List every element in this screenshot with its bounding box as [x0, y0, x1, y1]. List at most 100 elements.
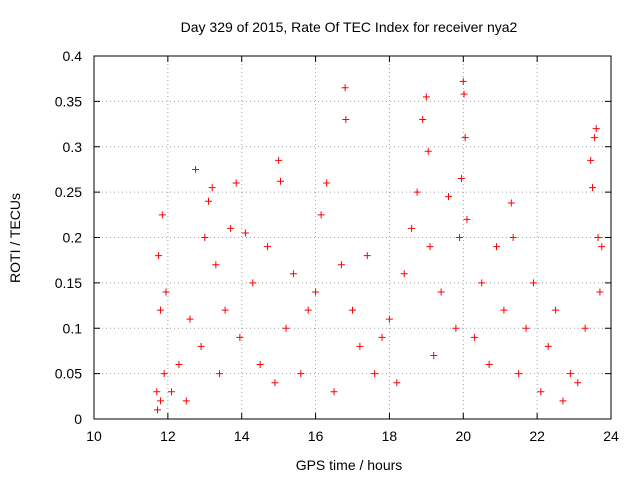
data-point	[264, 243, 272, 251]
data-point	[596, 288, 604, 296]
data-point	[507, 199, 515, 207]
data-point	[232, 179, 240, 187]
data-point	[419, 116, 427, 124]
y-tick-label: 0.15	[55, 275, 82, 291]
data-point	[156, 397, 164, 405]
data-point	[182, 397, 190, 405]
data-point	[378, 333, 386, 341]
plot-frame	[93, 55, 612, 420]
data-point	[445, 193, 453, 201]
data-point	[276, 177, 284, 185]
data-point	[485, 361, 493, 369]
x-tick-label: 14	[234, 428, 250, 444]
data-point	[426, 243, 434, 251]
data-point	[158, 211, 166, 219]
data-point	[581, 324, 589, 332]
x-tick-label: 20	[455, 428, 471, 444]
data-point	[192, 165, 200, 173]
data-point	[430, 351, 438, 359]
data-point	[155, 252, 163, 260]
data-point	[156, 306, 164, 314]
data-points	[153, 77, 606, 414]
y-tick-label: 0.2	[63, 230, 83, 246]
x-tick-label: 24	[603, 428, 619, 444]
data-point	[297, 370, 305, 378]
data-point	[256, 361, 264, 369]
data-point	[197, 342, 205, 350]
x-tick-label: 16	[308, 428, 324, 444]
y-tick-label: 0.1	[63, 320, 83, 336]
data-point	[529, 279, 537, 287]
data-point	[566, 370, 574, 378]
data-point	[460, 90, 468, 98]
data-point	[592, 125, 600, 133]
data-point	[452, 324, 460, 332]
data-point	[162, 288, 170, 296]
x-axis-label: GPS time / hours	[296, 457, 403, 473]
data-point	[154, 406, 162, 414]
y-tick-label: 0	[74, 411, 82, 427]
data-point	[461, 134, 469, 142]
data-point	[463, 215, 471, 223]
data-point	[168, 388, 176, 396]
x-tick-label: 18	[382, 428, 398, 444]
data-point	[356, 342, 364, 350]
axis-ticks	[93, 55, 612, 420]
data-point	[186, 315, 194, 323]
data-point	[424, 147, 432, 155]
data-point	[275, 156, 283, 164]
data-point	[493, 243, 501, 251]
y-axis-label: ROTI / TECUs	[7, 193, 23, 283]
data-point	[400, 270, 408, 278]
data-point	[422, 93, 430, 101]
data-point	[587, 156, 595, 164]
y-tick-label: 0.3	[63, 139, 83, 155]
data-point	[271, 379, 279, 387]
data-point	[330, 388, 338, 396]
data-point	[408, 224, 416, 232]
data-point	[249, 279, 257, 287]
data-point	[478, 279, 486, 287]
data-point	[349, 306, 356, 314]
data-point	[537, 388, 545, 396]
data-point	[522, 324, 530, 332]
data-point	[312, 288, 320, 296]
data-point	[509, 234, 517, 241]
x-tick-label: 12	[160, 428, 176, 444]
data-point	[204, 197, 212, 205]
data-point	[457, 175, 465, 183]
data-point	[385, 315, 393, 323]
data-point	[221, 306, 229, 314]
data-point	[437, 288, 445, 296]
chart-title: Day 329 of 2015, Rate Of TEC Index for r…	[181, 19, 518, 35]
data-point	[282, 324, 290, 332]
data-point	[589, 184, 597, 192]
data-point	[598, 243, 606, 251]
tick-labels: 10 12 14 16 18 20 22 24 0 0.05 0.1 0.15 0.2 0.25 0.3 0.…	[55, 48, 619, 444]
x-tick-label: 10	[86, 428, 102, 444]
x-tick-label: 22	[529, 428, 545, 444]
data-point	[544, 342, 552, 350]
y-tick-label: 0.05	[55, 366, 82, 382]
data-point	[393, 379, 401, 387]
data-point	[304, 306, 312, 314]
data-point	[413, 188, 421, 196]
data-point	[456, 234, 464, 241]
data-point	[317, 211, 325, 219]
data-point	[559, 397, 567, 405]
data-point	[216, 370, 224, 378]
data-point	[153, 388, 161, 396]
data-point	[363, 252, 371, 260]
data-point	[371, 370, 379, 378]
data-point	[160, 370, 168, 378]
data-point	[459, 77, 467, 85]
data-point	[574, 379, 582, 387]
y-tick-label: 0.4	[63, 48, 83, 64]
data-point	[470, 333, 478, 341]
data-point	[500, 306, 508, 314]
data-point	[594, 234, 602, 241]
data-point	[227, 224, 235, 232]
y-tick-label: 0.35	[55, 93, 82, 109]
